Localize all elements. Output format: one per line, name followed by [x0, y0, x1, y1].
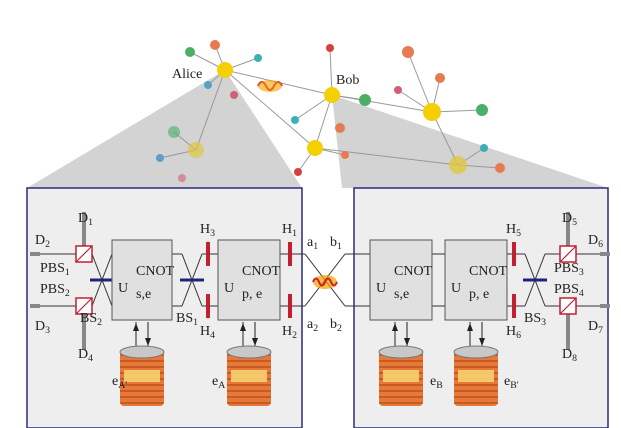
- hwp-label-sub: 2: [292, 330, 297, 341]
- diagram: Alice Bob U CNOT s,e U CNOT p, e U CNOT s,e U CNOT…: [0, 0, 621, 428]
- page: Alice Bob U CNOT s,e U CNOT p, e U CNOT s,e U CNOT…: [0, 0, 621, 428]
- detector-label-base: D: [78, 347, 88, 362]
- hwp-label-base: H: [200, 222, 210, 237]
- detector-label-sub: 8: [572, 353, 577, 364]
- pbs-label-sub: 4: [579, 288, 584, 299]
- detector-label-sub: 5: [572, 217, 577, 228]
- pbs-label-base: PBS: [40, 261, 65, 276]
- hwp-label-base: H: [200, 324, 210, 339]
- detector-label-base: D: [562, 347, 572, 362]
- hwp-label-base: H: [282, 324, 292, 339]
- mode-label-base: b: [330, 235, 337, 250]
- mode-label: b1: [330, 235, 342, 252]
- pbs-label-base: PBS: [554, 261, 579, 276]
- detector-label-base: D: [78, 211, 88, 226]
- memory-label-sub: A: [218, 380, 225, 391]
- memory-top: [379, 346, 423, 358]
- hwp-label-sub: 5: [516, 228, 521, 239]
- mode-label: a2: [307, 317, 318, 334]
- gate-sub: s,e: [394, 287, 409, 302]
- detector-label-sub: 2: [45, 239, 50, 250]
- detector-label-sub: 1: [88, 217, 93, 228]
- gate-sup: CNOT: [136, 264, 175, 279]
- mode-label: a1: [307, 235, 318, 252]
- gate-base: U: [376, 281, 386, 296]
- pbs-label-base: PBS: [554, 282, 579, 297]
- gate-base: U: [224, 281, 234, 296]
- hwp-label-base: H: [282, 222, 292, 237]
- gate-sup: CNOT: [242, 264, 281, 279]
- mode-label-base: b: [330, 317, 337, 332]
- mode-label-sub: 1: [313, 241, 318, 252]
- pbs-label-sub: 3: [579, 267, 584, 278]
- pbs-label-sub: 1: [65, 267, 70, 278]
- memory-top: [454, 346, 498, 358]
- memory-label-sub: B: [436, 380, 443, 391]
- bs-label-sub: 2: [97, 317, 102, 328]
- memory-label-sub: B': [510, 380, 519, 391]
- hwp-label-base: H: [506, 222, 516, 237]
- bs-label-base: BS: [80, 311, 97, 326]
- bs-label-base: BS: [524, 311, 541, 326]
- network: [27, 45, 608, 188]
- gate-sup: CNOT: [469, 264, 508, 279]
- mode-label: b2: [330, 317, 342, 334]
- mode-label-sub: 1: [337, 241, 342, 252]
- hwp-label-base: H: [506, 324, 516, 339]
- memory-label-sub: A': [118, 380, 127, 391]
- detector-label-base: D: [35, 319, 45, 334]
- alice-label: Alice: [172, 67, 202, 82]
- bs-label-sub: 3: [541, 317, 546, 328]
- detector-label-sub: 3: [45, 325, 50, 336]
- pbs-label-sub: 2: [65, 288, 70, 299]
- hwp-label-sub: 3: [210, 228, 215, 239]
- detector-label-sub: 4: [88, 353, 93, 364]
- gate-sub: p, e: [242, 287, 262, 302]
- mode-label-sub: 2: [337, 323, 342, 334]
- detector-label-base: D: [588, 233, 598, 248]
- hwp-label-sub: 6: [516, 330, 521, 341]
- detector-label-base: D: [588, 319, 598, 334]
- cnot-gate: [445, 240, 507, 320]
- mode-label-sub: 2: [313, 323, 318, 334]
- cnot-gate: [370, 240, 432, 320]
- memory-window: [458, 370, 494, 382]
- pbs-label-base: PBS: [40, 282, 65, 297]
- gate-base: U: [118, 281, 128, 296]
- memory-window: [383, 370, 419, 382]
- detector-label-sub: 6: [598, 239, 603, 250]
- gate-base: U: [451, 281, 461, 296]
- memory-top: [120, 346, 164, 358]
- memory-window: [124, 370, 160, 382]
- cnot-gate: [218, 240, 280, 320]
- gate-sub: p, e: [469, 287, 489, 302]
- detector-label-sub: 7: [598, 325, 603, 336]
- memory-window: [231, 370, 267, 382]
- detector-label-base: D: [35, 233, 45, 248]
- hwp-label-sub: 4: [210, 330, 215, 341]
- gate-sub: s,e: [136, 287, 151, 302]
- hwp-label-sub: 1: [292, 228, 297, 239]
- bs-label-base: BS: [176, 311, 193, 326]
- detector-label-base: D: [562, 211, 572, 226]
- gate-sup: CNOT: [394, 264, 433, 279]
- cnot-gate: [112, 240, 172, 320]
- bs-label-sub: 1: [193, 317, 198, 328]
- memory-top: [227, 346, 271, 358]
- bob-label: Bob: [336, 73, 359, 88]
